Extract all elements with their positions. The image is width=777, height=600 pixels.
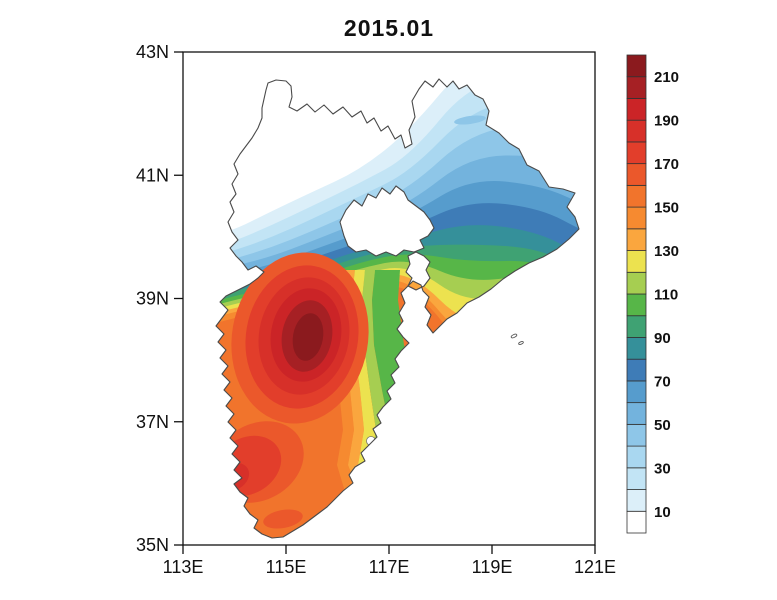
colorbar-tick-label: 130 (654, 243, 679, 260)
colorbar-tick-label: 110 (654, 287, 678, 304)
islet (510, 333, 518, 339)
colorbar-tick-label: 190 (654, 113, 679, 130)
colorbar-cell (626, 250, 647, 273)
contour-band-10 (216, 79, 579, 240)
y-axis-tick-label: 43N (136, 42, 169, 62)
colorbar-tick-label: 30 (654, 460, 671, 477)
colorbar-tick-label: 210 (654, 69, 679, 86)
x-axis-tick-label: 117E (369, 557, 410, 577)
colorbar-cell (626, 76, 647, 99)
colorbar-tick-label: 10 (654, 504, 671, 521)
contour-blob (454, 115, 486, 125)
x-axis-tick-label: 121E (574, 557, 616, 577)
colorbar-cell (626, 271, 647, 295)
colorbar: 210 190 170 150 130 110 90 70 50 30 10 (626, 54, 679, 534)
islet (518, 341, 524, 345)
colorbar-cell (626, 206, 647, 230)
colorbar-cell (626, 228, 647, 251)
contour-blob (263, 509, 303, 529)
colorbar-cell (626, 489, 647, 512)
colorbar-cell (626, 119, 647, 143)
colorbar-cell (626, 423, 647, 447)
colorbar-tick-label: 170 (654, 156, 679, 173)
colorbar-cell (626, 467, 647, 490)
colorbar-cell (626, 402, 647, 425)
colorbar-cell (626, 380, 647, 404)
y-axis-tick-label: 37N (136, 412, 169, 432)
beijing-cutout-boundary (339, 185, 435, 257)
colorbar-cell (626, 163, 647, 186)
colorbar-cell (626, 184, 647, 208)
province-boundary (215, 78, 580, 539)
colorbar-cell (626, 510, 647, 534)
colorbar-cell (626, 293, 647, 317)
x-axis-tick-label: 113E (163, 557, 204, 577)
colorbar-cell (626, 98, 647, 121)
contour-blob (292, 313, 324, 361)
colorbar-tick-label: 90 (654, 330, 671, 347)
colorbar-cell (626, 54, 647, 78)
colorbar-tick-label: 150 (654, 200, 679, 217)
x-axis-tick-label: 115E (266, 557, 307, 577)
colorbar-cell (626, 337, 647, 360)
colorbar-tick-label: 50 (654, 417, 671, 434)
y-axis-tick-label: 41N (136, 165, 169, 185)
tianjin-cutout-boundary (405, 251, 431, 291)
y-axis-tick-label: 35N (136, 535, 169, 555)
colorbar-tick-label: 70 (654, 373, 671, 390)
colorbar-cell (626, 358, 647, 382)
colorbar-cell (626, 141, 647, 165)
plot-title: 2015.01 (344, 15, 434, 41)
x-axis-tick-label: 119E (472, 557, 513, 577)
colorbar-cell (626, 315, 647, 338)
colorbar-cell (626, 445, 647, 469)
east-band-strip (362, 270, 402, 495)
y-axis-tick-label: 39N (136, 289, 169, 309)
